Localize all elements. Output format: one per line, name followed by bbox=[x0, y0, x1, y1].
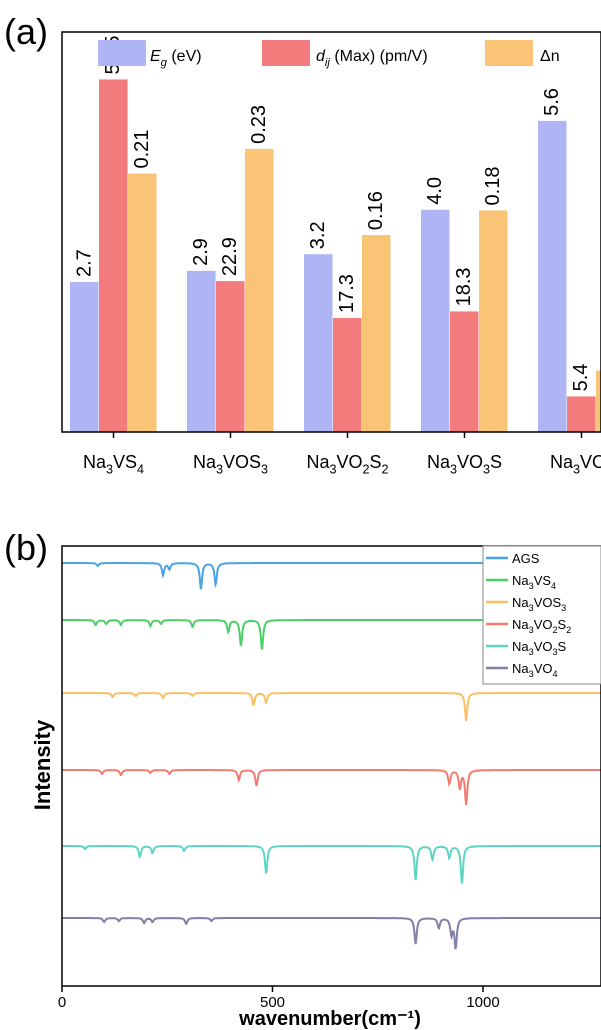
spectra-panel: 0 500 1000 Intensity wavenumber(cm⁻¹) AGSN… bbox=[30, 546, 601, 1030]
bar-value-label: 22.9 bbox=[219, 237, 241, 276]
bar bbox=[362, 235, 391, 432]
bar-value-label: 17.3 bbox=[336, 274, 358, 313]
bar bbox=[333, 318, 362, 432]
spectra-y-axis-label: Intensity bbox=[30, 719, 55, 810]
x-tick-label: Na3VO3S bbox=[427, 452, 502, 476]
legend-label: AGS bbox=[512, 551, 540, 566]
legend-label: Eg (eV) bbox=[150, 48, 202, 69]
x-tick-label: Na3VOS3 bbox=[193, 452, 268, 476]
legend-swatch bbox=[98, 40, 146, 66]
bar bbox=[304, 254, 333, 432]
legend-label: Δn bbox=[540, 48, 560, 65]
x-tick-label: Na3VO2S2 bbox=[306, 452, 388, 476]
bar bbox=[450, 311, 479, 432]
bar-value-label: 4.0 bbox=[424, 177, 446, 205]
bar-value-label: 5.6 bbox=[541, 88, 563, 116]
spectra-x-axis-label: wavenumber(cm⁻¹) bbox=[238, 1008, 421, 1030]
legend-label: dij (Max) (pm/V) bbox=[316, 48, 428, 69]
bar-value-label: 5.4 bbox=[570, 364, 592, 392]
legend-swatch bbox=[262, 40, 310, 66]
bar bbox=[421, 210, 450, 432]
bar-value-label: 3.2 bbox=[307, 221, 329, 249]
bar bbox=[187, 271, 216, 432]
bar-value-label: 0.16 bbox=[365, 191, 387, 230]
bar-chart-panel: 2.753.50.212.922.90.233.217.30.164.018.3… bbox=[62, 32, 601, 476]
x-tick-label: Na3VS4 bbox=[83, 452, 144, 476]
bar bbox=[479, 210, 508, 432]
bar bbox=[99, 79, 128, 432]
x-tick-label: 1000 bbox=[466, 994, 499, 1011]
bar-value-label: 18.3 bbox=[453, 267, 475, 306]
bar bbox=[245, 149, 274, 432]
bar-x-ticks: Na3VS4 Na3VOS3 Na3VO2S2 Na3VO3S Na3VO4 bbox=[83, 432, 601, 476]
bar-legend: Eg (eV) dij (Max) (pm/V) Δn bbox=[98, 40, 560, 69]
bar bbox=[216, 281, 245, 432]
x-tick-label: 0 bbox=[58, 994, 66, 1011]
panel-label-a: (a) bbox=[4, 11, 48, 52]
bar-value-label: 0.18 bbox=[482, 167, 504, 206]
x-tick-label: Na3VO4 bbox=[550, 452, 601, 476]
bar bbox=[567, 396, 596, 432]
legend-swatch bbox=[485, 40, 533, 66]
bar bbox=[70, 282, 99, 432]
bar-value-label: 0.23 bbox=[248, 105, 270, 144]
bar-value-label: 2.7 bbox=[73, 249, 95, 277]
bar bbox=[538, 121, 567, 432]
spectrum-line bbox=[62, 918, 601, 949]
spectrum-line bbox=[62, 770, 601, 805]
bar-value-label: 0.21 bbox=[131, 130, 153, 169]
spectrum-line bbox=[62, 693, 601, 721]
panel-label-b: (b) bbox=[4, 527, 48, 568]
bar bbox=[128, 174, 157, 432]
spectrum-line bbox=[62, 846, 601, 883]
bar-value-label: 2.9 bbox=[190, 238, 212, 266]
